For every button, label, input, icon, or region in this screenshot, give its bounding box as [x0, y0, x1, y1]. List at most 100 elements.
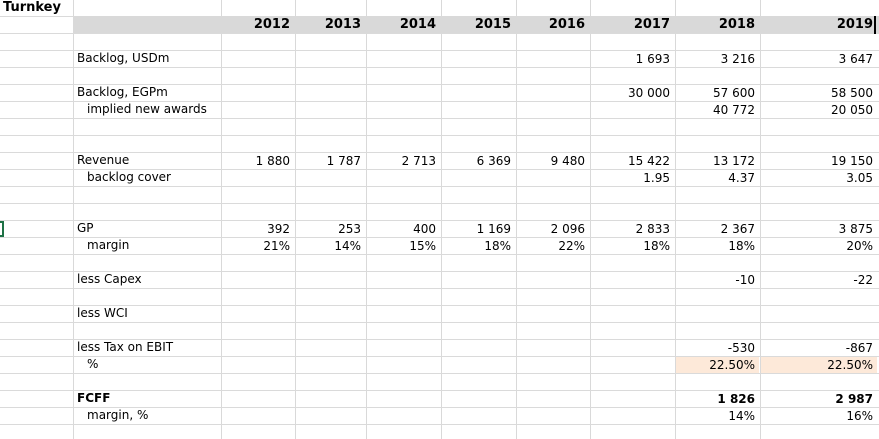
cell-wci-2012[interactable] [222, 306, 294, 322]
cell-capex-2016[interactable] [517, 272, 589, 288]
cell-fcff-margin-2017[interactable] [591, 408, 674, 424]
cell-fcff-2017[interactable] [591, 391, 674, 407]
year-header-2015[interactable]: 2015 [474, 17, 511, 32]
row-label-backlog-cover[interactable]: backlog cover [87, 170, 171, 184]
cell-backlog-cover-2013[interactable] [296, 170, 365, 186]
cell-capex-2017[interactable] [591, 272, 674, 288]
cell-revenue-2018[interactable]: 13 172 [713, 154, 755, 168]
cell-gp-2016[interactable]: 2 096 [550, 222, 585, 236]
cell-tax-2017[interactable] [591, 340, 674, 356]
cell-revenue-2014[interactable]: 2 713 [401, 154, 436, 168]
row-label-gp[interactable]: GP [77, 221, 94, 235]
cell-backlog-usd-2018[interactable]: 3 216 [720, 52, 755, 66]
cell-backlog-egp-2014[interactable] [367, 85, 440, 101]
cell-implied-awards-2014[interactable] [367, 102, 440, 118]
cell-implied-awards-2016[interactable] [517, 102, 589, 118]
cell-tax-pct-2015[interactable] [442, 357, 515, 373]
cell-gp-2015[interactable]: 1 169 [476, 222, 511, 236]
cell-backlog-egp-2017[interactable]: 30 000 [628, 86, 670, 100]
cell-tax-pct-2019[interactable]: 22.50% [761, 357, 877, 373]
cell-fcff-2018[interactable]: 1 826 [717, 392, 755, 406]
cell-tax-2014[interactable] [367, 340, 440, 356]
cell-tax-pct-2012[interactable] [222, 357, 294, 373]
cell-gp-2018[interactable]: 2 367 [720, 222, 755, 236]
row-label-fcff-margin[interactable]: margin, % [87, 408, 149, 422]
row-label-backlog-egp[interactable]: Backlog, EGPm [77, 85, 168, 99]
cell-tax-pct-2016[interactable] [517, 357, 589, 373]
cell-tax-pct-2014[interactable] [367, 357, 440, 373]
cell-capex-2013[interactable] [296, 272, 365, 288]
cell-tax-2018[interactable]: -530 [727, 341, 755, 355]
cell-backlog-egp-2018[interactable]: 57 600 [713, 86, 755, 100]
cell-fcff-margin-2013[interactable] [296, 408, 365, 424]
cell-fcff-margin-2014[interactable] [367, 408, 440, 424]
cell-capex-2018[interactable]: -10 [735, 273, 755, 287]
cell-gp-margin-2018[interactable]: 18% [728, 239, 755, 253]
cell-tax-pct-2018[interactable]: 22.50% [676, 357, 759, 373]
cell-fcff-2012[interactable] [222, 391, 294, 407]
cell-fcff-margin-2016[interactable] [517, 408, 589, 424]
cell-wci-2016[interactable] [517, 306, 589, 322]
year-header-2014[interactable]: 2014 [399, 17, 436, 32]
cell-backlog-cover-2016[interactable] [517, 170, 589, 186]
year-header-2017[interactable]: 2017 [633, 17, 670, 32]
cell-fcff-margin-2018[interactable]: 14% [728, 409, 755, 423]
cell-gp-margin-2013[interactable]: 14% [334, 239, 361, 253]
year-header-2016[interactable]: 2016 [548, 17, 585, 32]
cell-fcff-margin-2012[interactable] [222, 408, 294, 424]
year-header-2018[interactable]: 2018 [718, 17, 755, 32]
cell-backlog-usd-2015[interactable] [442, 51, 515, 67]
cell-capex-2015[interactable] [442, 272, 515, 288]
cell-revenue-2012[interactable]: 1 880 [255, 154, 290, 168]
row-label-fcff[interactable]: FCFF [77, 391, 111, 405]
cell-backlog-cover-2014[interactable] [367, 170, 440, 186]
cell-tax-2015[interactable] [442, 340, 515, 356]
cell-backlog-cover-2017[interactable]: 1.95 [643, 171, 670, 185]
cell-tax-2012[interactable] [222, 340, 294, 356]
cell-gp-2014[interactable]: 400 [413, 222, 436, 236]
cell-revenue-2017[interactable]: 15 422 [628, 154, 670, 168]
cell-fcff-2013[interactable] [296, 391, 365, 407]
cell-backlog-usd-2012[interactable] [222, 51, 294, 67]
cell-capex-2014[interactable] [367, 272, 440, 288]
cell-implied-awards-2013[interactable] [296, 102, 365, 118]
year-header-2013[interactable]: 2013 [324, 17, 361, 32]
cell-fcff-margin-2019[interactable]: 16% [846, 409, 873, 423]
row-label-wci[interactable]: less WCI [77, 306, 128, 320]
cell-backlog-egp-2015[interactable] [442, 85, 515, 101]
cell-revenue-2015[interactable]: 6 369 [476, 154, 511, 168]
cell-backlog-usd-2016[interactable] [517, 51, 589, 67]
cell-fcff-2016[interactable] [517, 391, 589, 407]
cell-wci-2018[interactable] [676, 306, 759, 322]
cell-backlog-egp-2016[interactable] [517, 85, 589, 101]
cell-gp-margin-2017[interactable]: 18% [643, 239, 670, 253]
cell-backlog-cover-2015[interactable] [442, 170, 515, 186]
row-label-implied-awards[interactable]: implied new awards [87, 102, 207, 116]
cell-tax-2019[interactable]: -867 [845, 341, 873, 355]
cell-wci-2017[interactable] [591, 306, 674, 322]
cell-revenue-2016[interactable]: 9 480 [550, 154, 585, 168]
cell-backlog-usd-2017[interactable]: 1 693 [635, 52, 670, 66]
cell-implied-awards-2019[interactable]: 20 050 [831, 103, 873, 117]
cell-wci-2014[interactable] [367, 306, 440, 322]
cell-backlog-usd-2014[interactable] [367, 51, 440, 67]
cell-wci-2019[interactable] [761, 306, 877, 322]
cell-fcff-2019[interactable]: 2 987 [835, 392, 873, 406]
year-header-2012[interactable]: 2012 [253, 17, 290, 32]
row-label-backlog-usd[interactable]: Backlog, USDm [77, 51, 170, 65]
cell-revenue-2019[interactable]: 19 150 [831, 154, 873, 168]
cell-wci-2013[interactable] [296, 306, 365, 322]
cell-fcff-2015[interactable] [442, 391, 515, 407]
cell-gp-2012[interactable]: 392 [267, 222, 290, 236]
cell-backlog-egp-2019[interactable]: 58 500 [831, 86, 873, 100]
cell-gp-margin-2019[interactable]: 20% [846, 239, 873, 253]
cell-implied-awards-2017[interactable] [591, 102, 674, 118]
cell-implied-awards-2015[interactable] [442, 102, 515, 118]
row-label-gp-margin[interactable]: margin [87, 238, 130, 252]
cell-tax-2013[interactable] [296, 340, 365, 356]
cell-tax-pct-2013[interactable] [296, 357, 365, 373]
cell-wci-2015[interactable] [442, 306, 515, 322]
cell-backlog-egp-2013[interactable] [296, 85, 365, 101]
cell-backlog-usd-2019[interactable]: 3 647 [838, 52, 873, 66]
row-label-capex[interactable]: less Capex [77, 272, 142, 286]
